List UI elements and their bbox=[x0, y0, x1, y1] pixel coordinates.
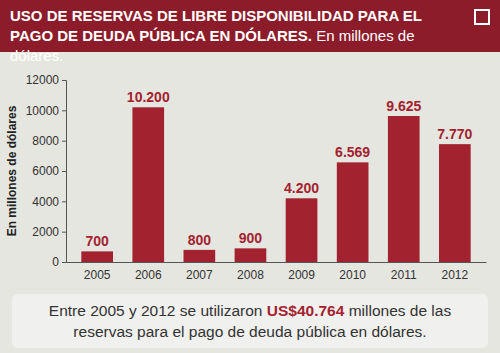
bars bbox=[81, 107, 470, 262]
x-tick-label: 2007 bbox=[186, 268, 213, 282]
data-label: 10.200 bbox=[127, 89, 170, 105]
y-tick-mark bbox=[62, 201, 66, 202]
y-tick: 8000 bbox=[32, 134, 66, 148]
data-label: 6.569 bbox=[335, 144, 370, 160]
y-tick-label: 8000 bbox=[32, 134, 59, 148]
chart-svg: 0200040006000800010000120002005200620072… bbox=[0, 56, 500, 288]
y-tick: 12000 bbox=[26, 73, 66, 87]
bar bbox=[388, 116, 420, 262]
y-axis-line bbox=[62, 81, 67, 263]
bar bbox=[337, 162, 369, 262]
x-tick: 2008 bbox=[237, 262, 264, 282]
x-tick-label: 2008 bbox=[237, 268, 264, 282]
bar bbox=[184, 250, 216, 262]
data-label: 700 bbox=[85, 233, 109, 249]
x-tick: 2005 bbox=[84, 262, 111, 282]
y-tick: 10000 bbox=[26, 104, 66, 118]
y-tick-mark bbox=[62, 232, 66, 233]
y-tick-label: 12000 bbox=[26, 73, 60, 87]
x-tick-label: 2009 bbox=[288, 268, 315, 282]
y-tick-mark bbox=[62, 141, 66, 142]
y-tick: 0 bbox=[52, 255, 66, 269]
x-tick: 2007 bbox=[186, 262, 213, 282]
data-label: 800 bbox=[188, 232, 212, 248]
annotation-part: US$40.764 bbox=[267, 302, 345, 319]
y-tick-mark bbox=[62, 262, 66, 263]
x-tick: 2011 bbox=[391, 262, 417, 282]
y-tick-label: 0 bbox=[52, 255, 59, 269]
bar bbox=[286, 198, 318, 262]
y-tick-label: 6000 bbox=[32, 164, 59, 178]
title-icon bbox=[474, 9, 490, 25]
footnote: Entre 2005 y 2012 se utilizaron US$40.76… bbox=[12, 294, 488, 348]
y-tick-mark bbox=[62, 171, 66, 172]
x-axis-line bbox=[67, 262, 487, 263]
y-tick-label: 2000 bbox=[32, 225, 59, 239]
title-band: USO DE RESERVAS DE LIBRE DISPONIBILIDAD … bbox=[0, 0, 500, 52]
x-tick-label: 2012 bbox=[441, 268, 468, 282]
y-tick-label: 10000 bbox=[26, 104, 60, 118]
x-axis: 2005 2006 2007 2008 2009 2010 2011 2012 bbox=[67, 262, 487, 282]
y-tick: 2000 bbox=[32, 225, 66, 239]
y-tick-mark bbox=[62, 80, 66, 81]
plot: 0200040006000800010000120002005200620072… bbox=[26, 73, 487, 282]
x-tick: 2010 bbox=[339, 262, 366, 282]
data-label: 9.625 bbox=[386, 98, 421, 114]
chart-container: 0200040006000800010000120002005200620072… bbox=[0, 56, 500, 292]
y-tick-mark bbox=[62, 110, 66, 111]
data-label: 7.770 bbox=[437, 126, 472, 142]
x-tick: 2009 bbox=[288, 262, 315, 282]
bar bbox=[235, 248, 267, 262]
y-tick: 6000 bbox=[32, 164, 66, 178]
x-tick: 2006 bbox=[135, 262, 162, 282]
y-tick-label: 4000 bbox=[32, 195, 59, 209]
x-tick: 2012 bbox=[441, 262, 468, 282]
bar bbox=[132, 107, 164, 262]
y-axis: 0 2000 4000 6000 8000 10000 12000 bbox=[26, 73, 67, 269]
data-label: 900 bbox=[239, 230, 263, 246]
annotation-part: Entre 2005 y 2012 se utilizaron bbox=[49, 302, 267, 319]
x-tick-label: 2010 bbox=[339, 268, 366, 282]
bar bbox=[81, 251, 113, 262]
bar bbox=[439, 144, 471, 262]
data-label: 4.200 bbox=[284, 180, 319, 196]
y-tick: 4000 bbox=[32, 195, 66, 209]
y-axis-title: En millones de dólares bbox=[5, 105, 19, 236]
data-labels: 700 10.200 800 900 4.200 6.569 9.625 7.770 bbox=[85, 89, 472, 249]
x-tick-label: 2005 bbox=[84, 268, 111, 282]
x-tick-label: 2011 bbox=[391, 268, 417, 282]
x-tick-label: 2006 bbox=[135, 268, 162, 282]
